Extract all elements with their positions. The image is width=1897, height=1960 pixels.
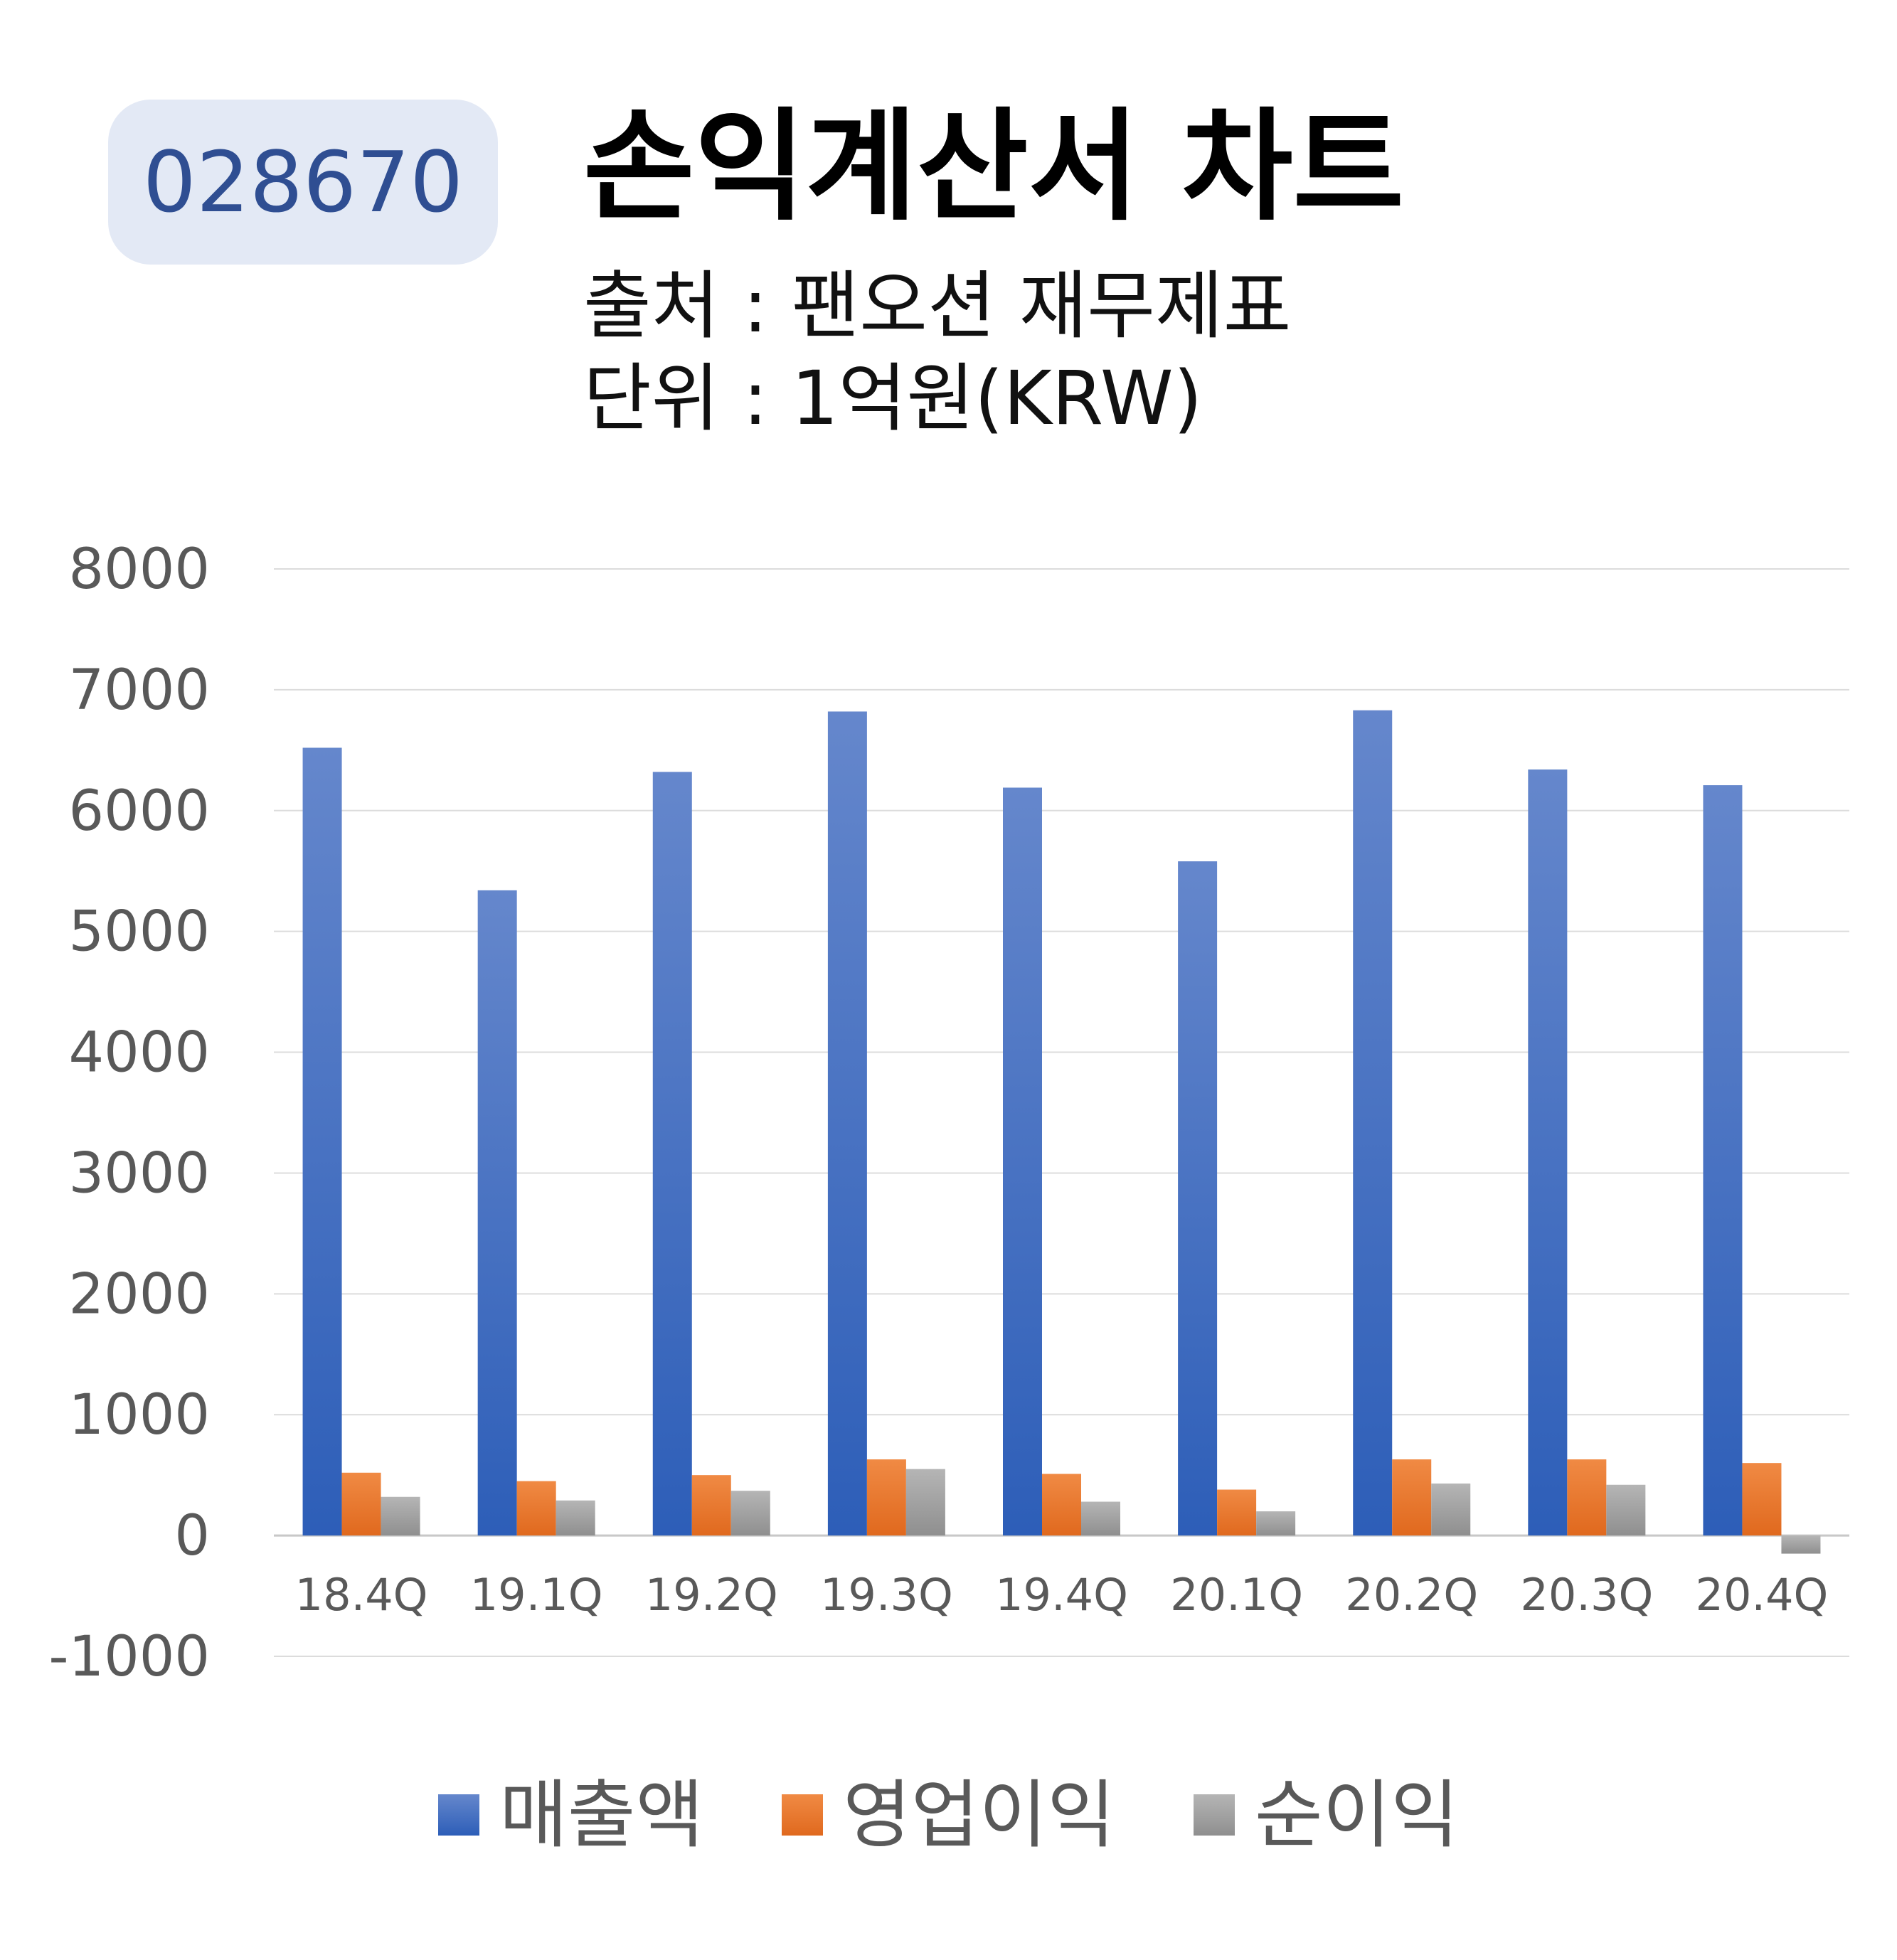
operating-profit-bar[interactable] xyxy=(341,1472,381,1536)
revenue-bar[interactable] xyxy=(1178,861,1218,1536)
y-tick-label: 7000 xyxy=(68,659,210,723)
operating-profit-bar[interactable] xyxy=(1742,1463,1782,1536)
x-tick-label: 20.1Q xyxy=(1170,1569,1303,1621)
bar-chart: 8000 7000 6000 5000 4000 3000 2000 1000 0 -1000 18… xyxy=(48,538,1849,1689)
revenue-bar[interactable] xyxy=(1353,710,1393,1536)
legend: 매출액 영업이익 순이익 xyxy=(0,1778,1897,1852)
operating-profit-bar[interactable] xyxy=(1567,1459,1607,1536)
y-tick-label: 6000 xyxy=(68,779,210,843)
revenue-bar[interactable] xyxy=(1703,785,1743,1536)
revenue-bar[interactable] xyxy=(827,711,867,1536)
legend-label-net-income: 순이익 xyxy=(1254,1772,1459,1858)
x-tick-label: 20.4Q xyxy=(1696,1569,1829,1621)
legend-label-operating-profit: 영업이익 xyxy=(843,1772,1115,1858)
net-income-bar[interactable] xyxy=(1256,1511,1296,1536)
source-label: 출처 : 팬오션 재무제표 xyxy=(583,262,1292,349)
x-tick-label: 19.1Q xyxy=(470,1569,603,1621)
y-tick-label: -1000 xyxy=(48,1625,210,1689)
chart-title: 손익계산서 차트 xyxy=(583,97,1404,238)
operating-profit-bar[interactable] xyxy=(866,1459,906,1536)
revenue-bar[interactable] xyxy=(1528,769,1568,1536)
net-income-bar[interactable] xyxy=(381,1496,420,1536)
y-tick-label: 0 xyxy=(174,1504,210,1568)
legend-swatch-revenue xyxy=(438,1794,480,1836)
operating-profit-bar[interactable] xyxy=(516,1481,556,1536)
legend-item-net-income[interactable]: 순이익 xyxy=(1193,1772,1459,1858)
y-tick-label: 1000 xyxy=(68,1383,210,1447)
operating-profit-bar[interactable] xyxy=(691,1475,731,1536)
y-tick-label: 3000 xyxy=(68,1141,210,1205)
legend-swatch-net-income xyxy=(1193,1794,1235,1836)
legend-label-revenue: 매출액 xyxy=(499,1772,704,1858)
operating-profit-bar[interactable] xyxy=(1392,1459,1432,1536)
x-tick-label: 19.2Q xyxy=(645,1569,778,1621)
x-tick-label: 19.3Q xyxy=(820,1569,953,1621)
x-tick-label: 18.4Q xyxy=(295,1569,428,1621)
legend-item-revenue[interactable]: 매출액 xyxy=(438,1778,703,1852)
revenue-bar[interactable] xyxy=(652,772,692,1536)
net-income-bar[interactable] xyxy=(1431,1484,1471,1536)
y-tick-label: 5000 xyxy=(68,900,210,964)
operating-profit-bar[interactable] xyxy=(1217,1489,1257,1536)
x-tick-label: 19.4Q xyxy=(995,1569,1128,1621)
revenue-bar[interactable] xyxy=(477,890,517,1536)
y-tick-label: 8000 xyxy=(68,538,210,602)
net-income-bar[interactable] xyxy=(905,1469,945,1536)
operating-profit-bar[interactable] xyxy=(1042,1474,1081,1536)
net-income-bar[interactable] xyxy=(1781,1535,1821,1554)
x-tick-label: 20.2Q xyxy=(1345,1569,1478,1621)
x-tick-label: 20.3Q xyxy=(1520,1569,1653,1621)
unit-label: 단위 : 1억원(KRW) xyxy=(583,355,1203,442)
net-income-bar[interactable] xyxy=(730,1491,770,1536)
ticker-badge: 028670 xyxy=(108,100,498,265)
net-income-bar[interactable] xyxy=(1081,1501,1120,1536)
legend-swatch-operating-profit xyxy=(782,1794,824,1836)
revenue-bar[interactable] xyxy=(302,747,342,1536)
y-tick-label: 2000 xyxy=(68,1262,210,1326)
ticker-code: 028670 xyxy=(142,133,464,231)
y-tick-label: 4000 xyxy=(68,1021,210,1085)
legend-item-operating-profit[interactable]: 영업이익 xyxy=(782,1778,1115,1852)
net-income-bar[interactable] xyxy=(1606,1484,1646,1536)
net-income-bar[interactable] xyxy=(556,1500,595,1536)
revenue-bar[interactable] xyxy=(1003,787,1042,1536)
